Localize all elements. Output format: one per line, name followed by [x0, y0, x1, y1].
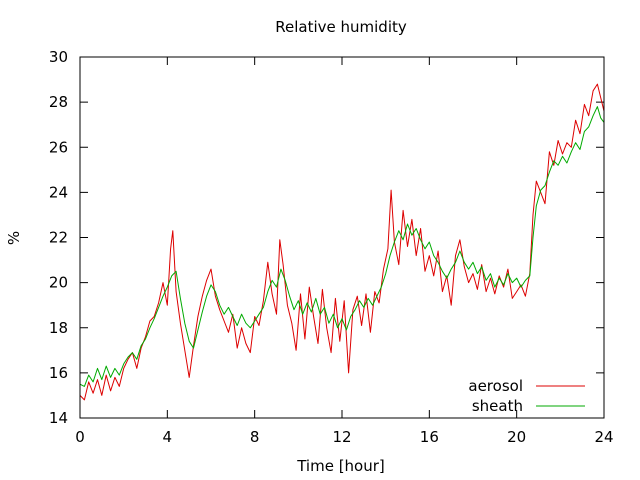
series-line-sheath	[79, 106, 605, 387]
plot-area-frame	[79, 56, 605, 419]
y-tick-label: 16	[49, 364, 68, 382]
y-tick-label: 28	[49, 93, 68, 111]
y-tick-label: 30	[49, 48, 68, 66]
chart-title: Relative humidity	[275, 18, 407, 36]
y-tick-label: 20	[49, 274, 68, 292]
y-tick-label: 14	[49, 409, 68, 427]
y-tick-label: 18	[49, 319, 68, 337]
y-axis-label: %	[5, 231, 23, 245]
x-tick-label: 24	[594, 428, 613, 446]
x-tick-label: 16	[420, 428, 439, 446]
series-line-aerosol	[79, 83, 605, 401]
legend-label-aerosol: aerosol	[468, 377, 523, 395]
axis-tick-labels: 14 16 18 20 22 24 26 28 30 0 4 8 12 16 20 24	[49, 48, 614, 446]
y-tick-label: 24	[49, 183, 68, 201]
x-tick-label: 4	[163, 428, 173, 446]
x-tick-label: 8	[250, 428, 260, 446]
legend: aerosol sheath	[468, 377, 585, 415]
x-axis-label: Time [hour]	[296, 457, 385, 475]
y-tick-label: 22	[49, 229, 68, 247]
series-lines	[79, 83, 605, 401]
x-tick-label: 0	[75, 428, 85, 446]
x-tick-label: 20	[507, 428, 526, 446]
y-tick-label: 26	[49, 138, 68, 156]
legend-label-sheath: sheath	[472, 397, 523, 415]
x-tick-label: 12	[332, 428, 351, 446]
